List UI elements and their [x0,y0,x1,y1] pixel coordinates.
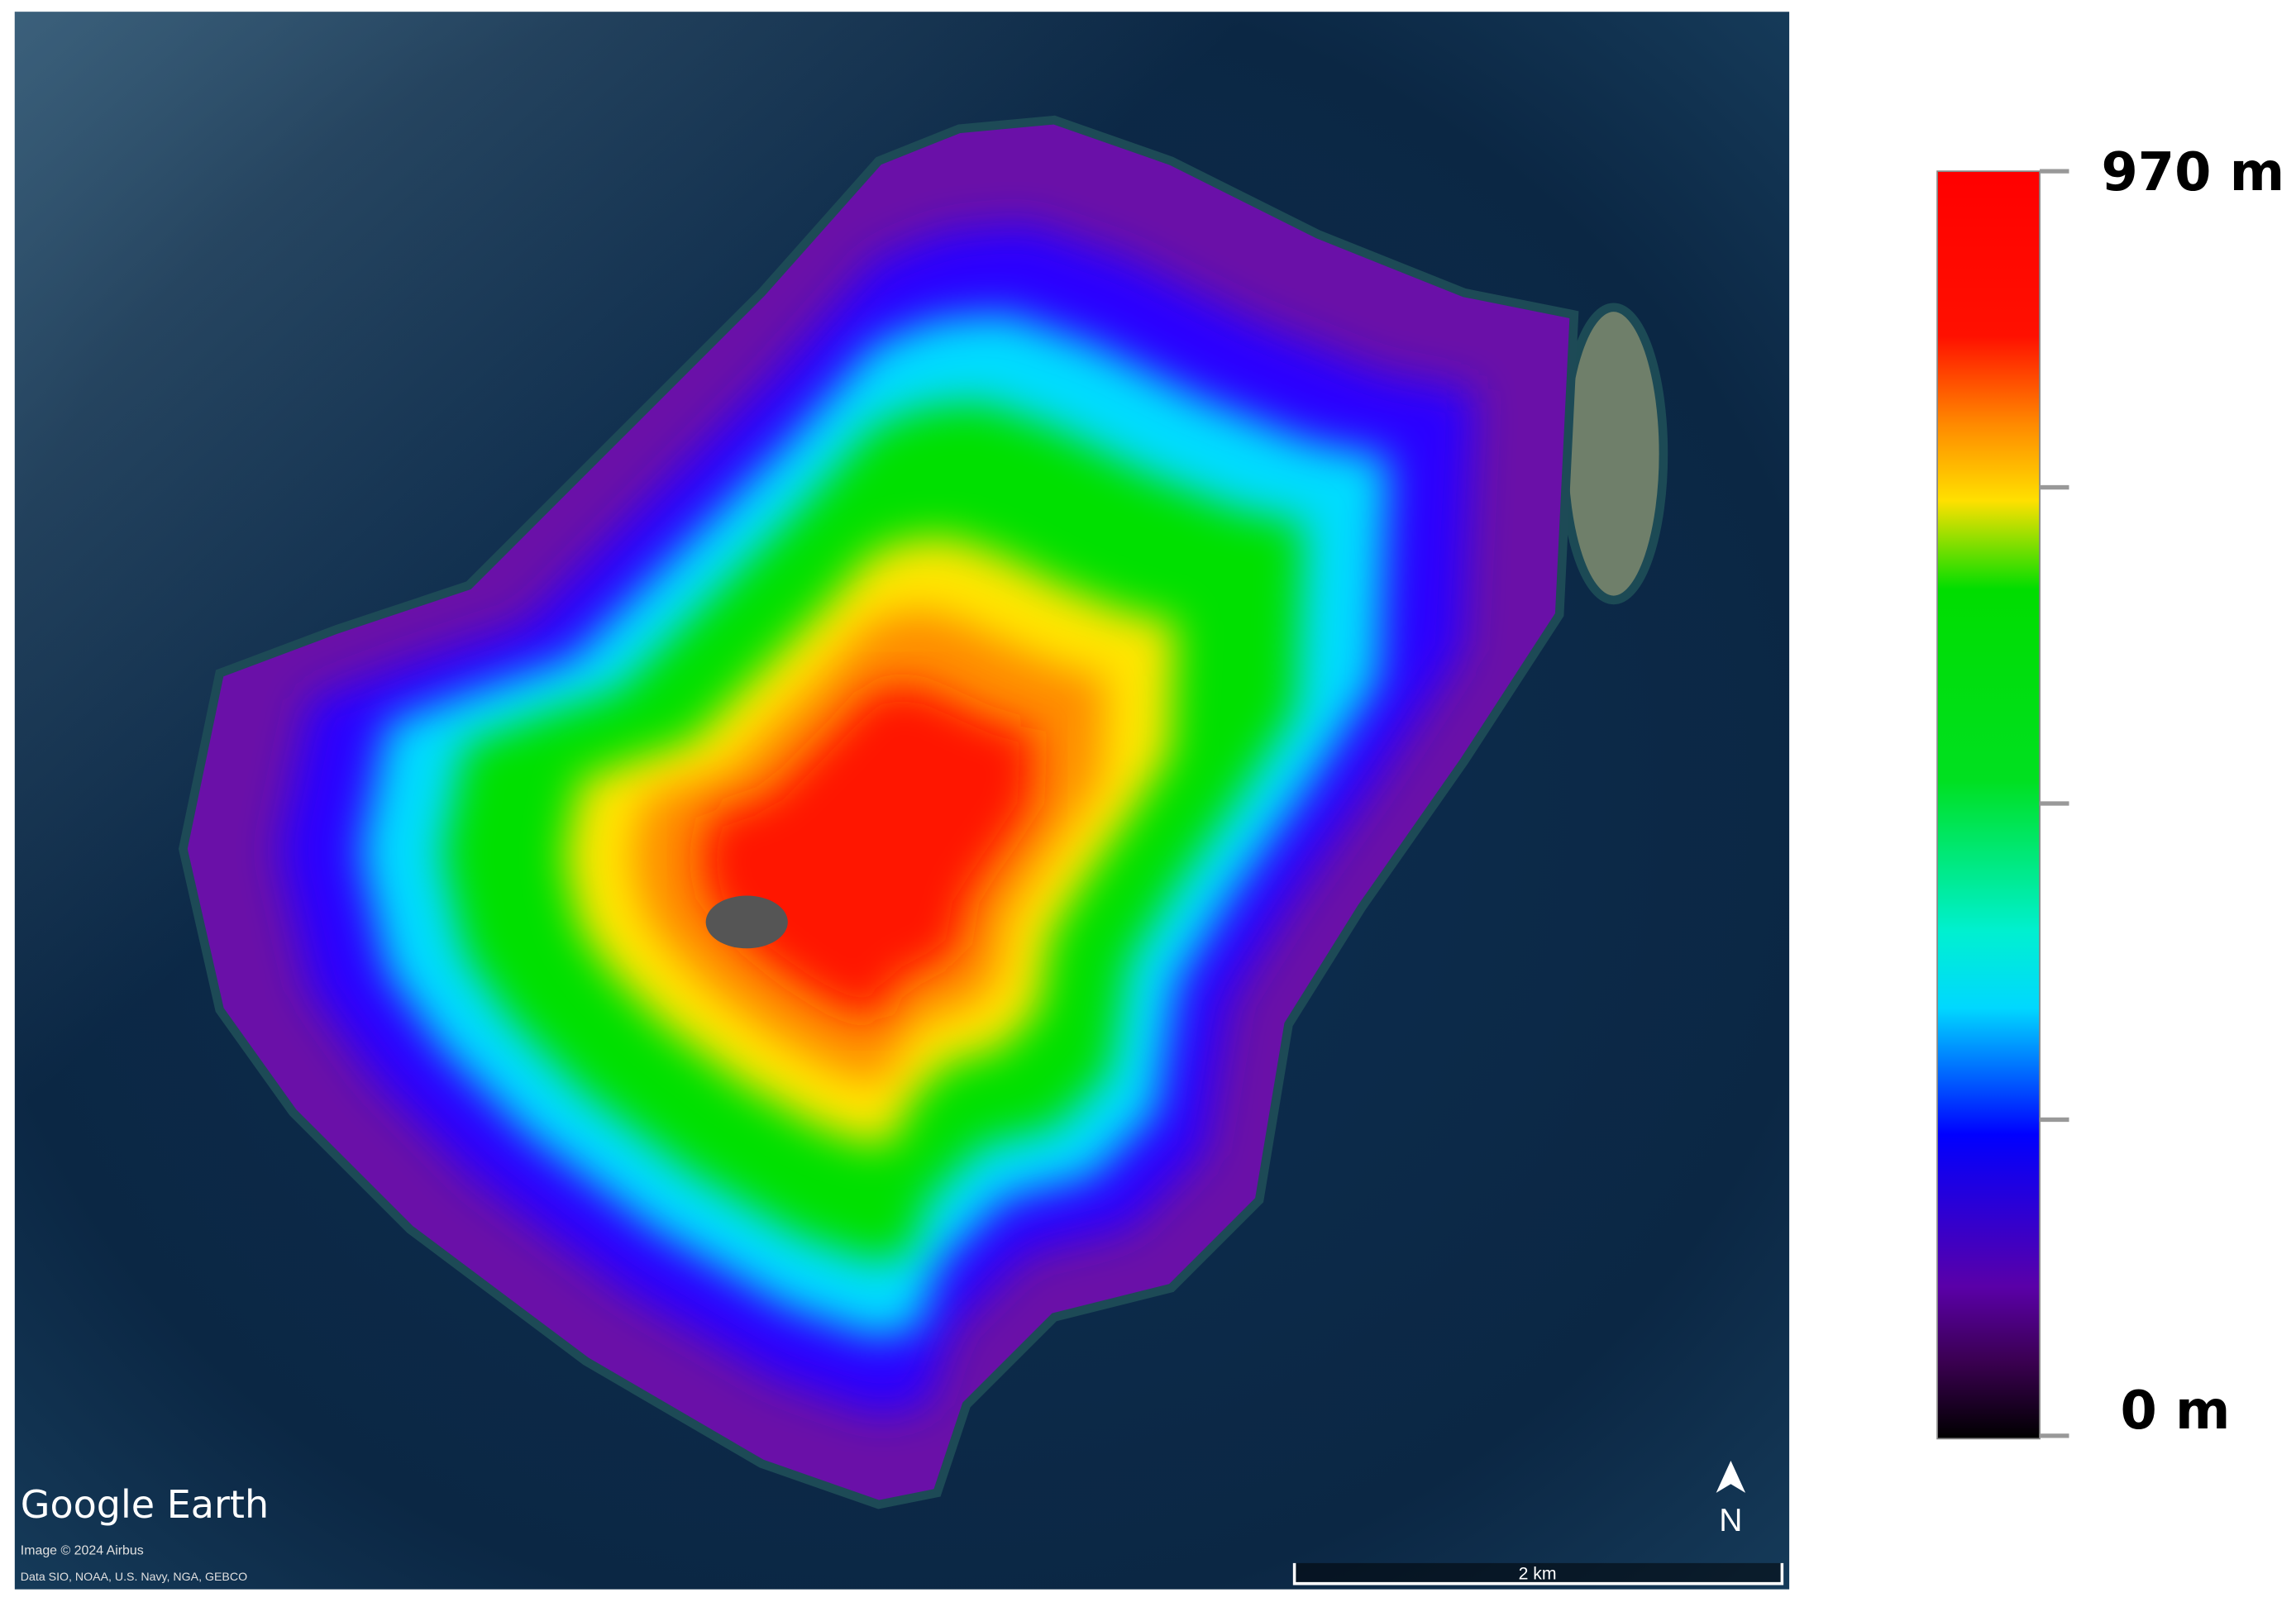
scale-bar [1292,1562,1784,1586]
color-bar-ticks [2040,169,2069,1438]
legend-bottom-label: 0 m [2120,1380,2230,1442]
scale-bar-bg [1292,1562,1784,1584]
islet [1559,303,1668,605]
north-arrow [1716,1460,1746,1493]
elevation-overlay [183,120,1574,1505]
logo: Google Earth [21,1482,269,1527]
image-credit: Image © 2024 Airbus [21,1543,144,1557]
scale-label: 2 km [1519,1563,1557,1583]
coastline [178,115,1579,1509]
data-credit: Data SIO, NOAA, U.S. Navy, NGA, GEBCO [21,1571,247,1584]
crater [705,895,788,949]
color-bar [1936,170,2041,1440]
legend: 970 m 0 m [1936,142,2284,1442]
map: Google Earth Image © 2024 Airbus Data SI… [14,12,1790,1590]
elevation-band [700,684,1035,1018]
north-label: N [1719,1503,1742,1538]
legend-top-label: 970 m [2101,142,2284,203]
